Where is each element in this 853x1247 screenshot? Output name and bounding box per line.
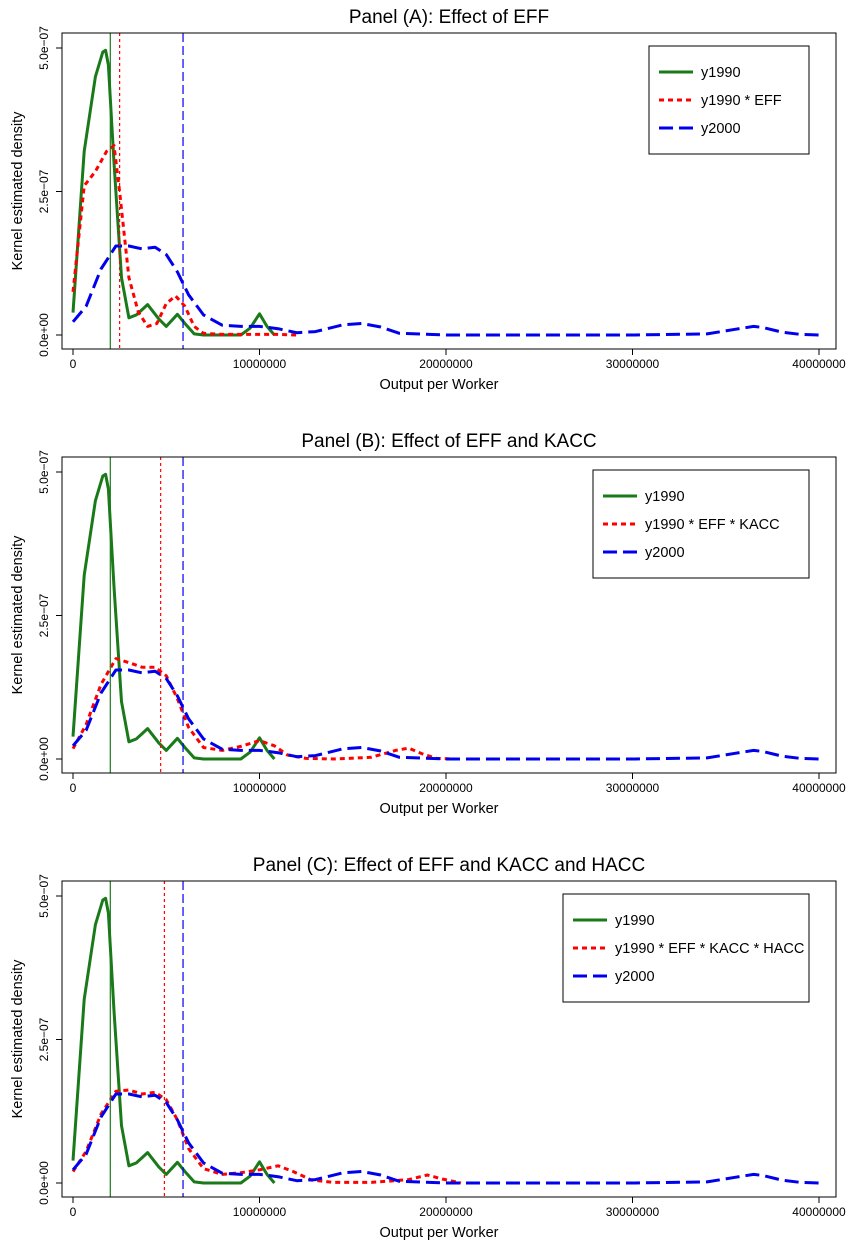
x-tick-label: 10000000: [233, 781, 287, 795]
panel-a: Panel (A): Effect of EFF 0 10000000 2000000…: [10, 7, 846, 393]
x-tick-label: 0: [70, 1205, 77, 1219]
series-line-y2000: [71, 244, 820, 337]
y-tick-label: 5.0e−07: [37, 26, 51, 70]
legend-label: y2000: [701, 121, 741, 137]
legend-label: y1990: [701, 65, 741, 81]
y-tick-label: 0.0e+00: [37, 1161, 51, 1205]
series-line-counterfactual: [71, 1088, 462, 1185]
y-tick-label: 5.0e−07: [37, 874, 51, 918]
series-line-y1990: [71, 48, 276, 337]
legend-box: [648, 45, 810, 155]
legend-label: y1990 * EFF * KACC: [645, 517, 780, 533]
x-tick-label: 20000000: [419, 781, 473, 795]
legend-label: y2000: [645, 545, 685, 561]
x-tick-label: 30000000: [606, 357, 660, 371]
legend-label: y2000: [615, 969, 655, 985]
y-tick-label: 2.5e−07: [37, 1017, 51, 1061]
legend: y1990 y1990 * EFF * KACC * HACC y2000: [562, 893, 810, 1003]
panel-title: Panel (C): Effect of EFF and KACC and HA…: [253, 855, 645, 876]
series-line-y1990: [71, 472, 276, 761]
y-axis-label: Kernel estimated density: [10, 535, 26, 695]
panel-b: Panel (B): Effect of EFF and KACC 0 100000…: [10, 431, 846, 817]
legend: y1990 y1990 * EFF y2000: [648, 45, 810, 155]
series-line-y2000: [71, 1092, 820, 1185]
x-tick-label: 40000000: [792, 357, 846, 371]
x-tick-label: 40000000: [792, 781, 846, 795]
x-tick-label: 10000000: [233, 357, 287, 371]
series-line-counterfactual: [71, 144, 297, 337]
legend-label: y1990 * EFF: [701, 93, 782, 109]
x-tick-label: 30000000: [606, 781, 660, 795]
series-line-y1990: [71, 896, 276, 1185]
x-axis-label: Output per Worker: [379, 377, 498, 393]
y-axis-label: Kernel estimated density: [10, 111, 26, 271]
x-tick-label: 40000000: [792, 1205, 846, 1219]
x-tick-label: 0: [70, 781, 77, 795]
y-axis-label: Kernel estimated density: [10, 959, 26, 1119]
panel-title: Panel (A): Effect of EFF: [349, 7, 549, 28]
panel-title: Panel (B): Effect of EFF and KACC: [301, 431, 596, 452]
y-tick-label: 5.0e−07: [37, 450, 51, 494]
legend: y1990 y1990 * EFF * KACC y2000: [592, 469, 810, 579]
x-axis-label: Output per Worker: [379, 801, 498, 817]
series-line-y2000: [71, 668, 820, 761]
x-tick-label: 10000000: [233, 1205, 287, 1219]
y-tick-label: 0.0e+00: [37, 737, 51, 781]
legend-label: y1990: [645, 489, 685, 505]
x-tick-label: 30000000: [606, 1205, 660, 1219]
y-tick-label: 2.5e−07: [37, 593, 51, 637]
x-tick-label: 0: [70, 357, 77, 371]
legend-label: y1990: [615, 913, 655, 929]
panel-c: Panel (C): Effect of EFF and KACC and HA…: [10, 855, 846, 1241]
legend-label: y1990 * EFF * KACC * HACC: [615, 941, 804, 957]
x-tick-label: 20000000: [419, 357, 473, 371]
y-tick-label: 0.0e+00: [37, 313, 51, 357]
legend-box: [592, 469, 810, 579]
y-tick-label: 2.5e−07: [37, 169, 51, 213]
x-tick-label: 20000000: [419, 1205, 473, 1219]
x-axis-label: Output per Worker: [379, 1225, 498, 1241]
